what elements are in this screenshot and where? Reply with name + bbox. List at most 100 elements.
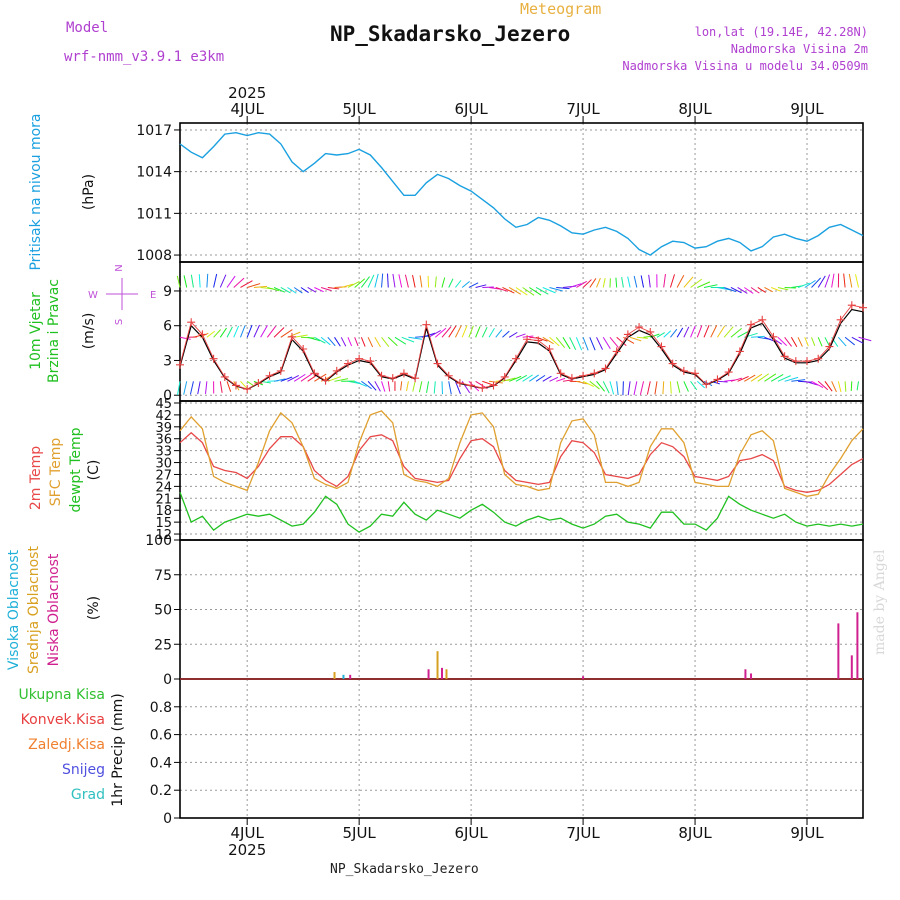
wind-gust-line	[179, 304, 864, 390]
wind-barb	[508, 287, 522, 295]
wind-barb	[198, 274, 201, 288]
wind-barb	[374, 337, 381, 348]
wind-barb	[663, 274, 666, 288]
wind-barb	[596, 337, 604, 350]
wind-barb	[412, 274, 416, 288]
location-coordinates: lon,lat (19.14E, 42.28N)	[694, 25, 868, 39]
wind-barb	[542, 336, 554, 345]
wind-barb	[367, 337, 374, 348]
wind-barb	[189, 381, 194, 395]
wind-barb	[676, 327, 684, 338]
cloud-axis-label-low: Niska Oblacnost	[46, 553, 62, 666]
pressure-line	[179, 131, 864, 256]
wind-barb	[347, 280, 360, 288]
location-model-altitude: Nadmorska Visina u modelu 34.0509m	[622, 59, 868, 73]
wind-barb	[398, 274, 403, 288]
wind-barb	[381, 381, 386, 392]
wind-barb	[455, 280, 462, 288]
meteogram-heading: Meteogram	[520, 0, 602, 18]
wind-barb	[703, 284, 718, 288]
wind-barb	[602, 337, 611, 350]
compass-north-label: N	[114, 264, 125, 271]
credit-watermark: made by Angel	[872, 549, 888, 656]
wind-barb	[811, 277, 822, 288]
x-tick-label-top: 9JUL	[790, 100, 824, 118]
wind-barb	[602, 278, 606, 288]
wind-barb	[609, 381, 615, 395]
wind-barb	[757, 287, 766, 293]
wind-barb	[717, 380, 728, 383]
wind-barb	[213, 329, 222, 338]
y-tick-label: 33	[155, 445, 172, 460]
wind-barb	[676, 275, 685, 288]
temp-line-2	[179, 492, 864, 533]
wind-barb	[549, 286, 563, 292]
wind-barb	[347, 337, 353, 347]
wind-barb	[535, 287, 549, 295]
wind-axis-label-2: Brzina i Pravac	[46, 279, 62, 383]
wind-barb	[293, 373, 306, 382]
wind-barb	[360, 276, 370, 288]
wind-barb	[696, 380, 706, 389]
wind-barb	[790, 337, 798, 347]
wind-barb	[394, 336, 407, 345]
wind-barb	[354, 337, 359, 347]
wind-barb	[454, 325, 462, 338]
wind-barb	[791, 379, 806, 382]
precip-legend-0: Ukupna Kisa	[18, 687, 105, 703]
wind-barb	[307, 336, 321, 342]
y-tick-label: 3	[163, 353, 172, 369]
wind-barb	[219, 327, 227, 338]
wind-barb	[817, 337, 823, 347]
wind-barb	[314, 287, 324, 293]
wind-barb	[662, 381, 665, 395]
wind-barb	[387, 381, 391, 392]
wind-barb	[824, 381, 833, 392]
wind-barb	[468, 325, 474, 338]
wind-barb	[448, 325, 457, 338]
y-tick-label: 50	[154, 603, 172, 619]
x-tick-label-top: 8JUL	[678, 100, 712, 118]
year-label-top: 2025	[228, 84, 266, 102]
wind-barb	[529, 287, 542, 296]
cloud-bar	[349, 674, 352, 679]
wind-barb	[596, 380, 605, 392]
y-tick-label: 27	[155, 468, 172, 483]
y-tick-label: 21	[155, 492, 172, 507]
wind-barb	[582, 337, 589, 351]
wind-barb	[307, 287, 317, 293]
wind-barb	[616, 381, 619, 396]
wind-barb	[433, 381, 436, 394]
wind-barb	[784, 376, 799, 382]
wind-barb	[589, 278, 597, 288]
wind-barb	[300, 287, 309, 293]
wind-barb	[176, 275, 181, 288]
y-tick-label: 1011	[136, 206, 172, 222]
cloud-bar	[850, 655, 853, 679]
temp-line-1	[179, 410, 864, 497]
wind-barb	[737, 375, 749, 382]
wind-barb	[627, 381, 631, 396]
wind-barb	[239, 325, 246, 338]
wind-barb	[549, 376, 559, 382]
wind-barb	[219, 274, 227, 288]
wind-barb	[582, 380, 595, 387]
wind-barb	[522, 335, 534, 338]
wind-barb	[576, 280, 587, 288]
wind-barb	[495, 329, 503, 338]
y-tick-label: 45	[155, 397, 172, 412]
y-tick-label: 30	[155, 457, 172, 472]
y-tick-label: 9	[163, 284, 172, 300]
wind-barb	[562, 379, 573, 382]
x-tick-label-bottom: 9JUL	[790, 824, 824, 842]
wind-barb	[596, 277, 601, 288]
wind-barb	[367, 274, 375, 288]
wind-barb	[408, 336, 422, 340]
wind-barb	[434, 327, 447, 338]
station-title: NP_Skadarsko_Jezero	[330, 22, 571, 46]
wind-barb	[273, 378, 286, 382]
wind-barb	[851, 336, 864, 344]
y-tick-label: 1017	[136, 123, 172, 139]
x-tick-label-top: 6JUL	[454, 100, 488, 118]
wind-barb	[475, 284, 487, 288]
